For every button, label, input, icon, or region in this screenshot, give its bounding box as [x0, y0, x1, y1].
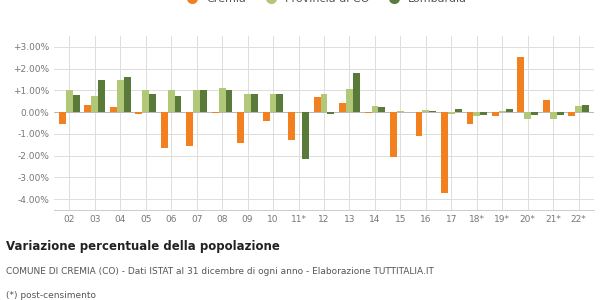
Bar [110, 107, 117, 112]
Bar [136, 112, 142, 114]
Bar [59, 112, 66, 124]
Bar [320, 94, 328, 112]
Bar [328, 112, 334, 114]
Bar [448, 112, 455, 114]
Bar [73, 95, 80, 112]
Bar [161, 112, 168, 148]
Bar [353, 73, 360, 112]
Bar [582, 104, 589, 112]
Bar [422, 110, 430, 112]
Bar [124, 77, 131, 112]
Bar [506, 109, 512, 112]
Text: COMUNE DI CREMIA (CO) - Dati ISTAT al 31 dicembre di ogni anno - Elaborazione TU: COMUNE DI CREMIA (CO) - Dati ISTAT al 31… [6, 267, 434, 276]
Bar [200, 90, 207, 112]
Bar [212, 112, 218, 113]
Bar [66, 90, 73, 112]
Bar [557, 112, 563, 116]
Bar [339, 103, 346, 112]
Bar [263, 112, 269, 121]
Bar [480, 112, 487, 116]
Bar [365, 112, 371, 113]
Bar [277, 94, 283, 112]
Bar [531, 112, 538, 116]
Bar [455, 109, 461, 112]
Bar [379, 107, 385, 112]
Bar [499, 111, 506, 112]
Bar [517, 57, 524, 112]
Bar [543, 100, 550, 112]
Text: Variazione percentuale della popolazione: Variazione percentuale della popolazione [6, 240, 280, 253]
Bar [85, 104, 91, 112]
Bar [397, 111, 404, 112]
Bar [467, 112, 473, 124]
Bar [441, 112, 448, 193]
Bar [251, 94, 258, 112]
Bar [226, 90, 232, 112]
Bar [168, 90, 175, 112]
Bar [473, 112, 480, 116]
Bar [492, 112, 499, 116]
Bar [390, 112, 397, 157]
Bar [244, 94, 251, 112]
Bar [314, 97, 320, 112]
Bar [193, 90, 200, 112]
Legend: Cremia, Provincia di CO, Lombardia: Cremia, Provincia di CO, Lombardia [176, 0, 472, 8]
Text: (*) post-censimento: (*) post-censimento [6, 291, 96, 300]
Bar [149, 94, 156, 112]
Bar [91, 96, 98, 112]
Bar [430, 111, 436, 112]
Bar [416, 112, 422, 136]
Bar [218, 88, 226, 112]
Bar [98, 80, 105, 112]
Bar [117, 80, 124, 112]
Bar [269, 94, 277, 112]
Bar [175, 96, 181, 112]
Bar [187, 112, 193, 146]
Bar [575, 106, 582, 112]
Bar [288, 112, 295, 140]
Bar [550, 112, 557, 119]
Bar [142, 90, 149, 112]
Bar [568, 112, 575, 116]
Bar [302, 112, 309, 159]
Bar [371, 106, 379, 112]
Bar [524, 112, 531, 119]
Bar [295, 112, 302, 113]
Bar [346, 89, 353, 112]
Bar [237, 112, 244, 142]
